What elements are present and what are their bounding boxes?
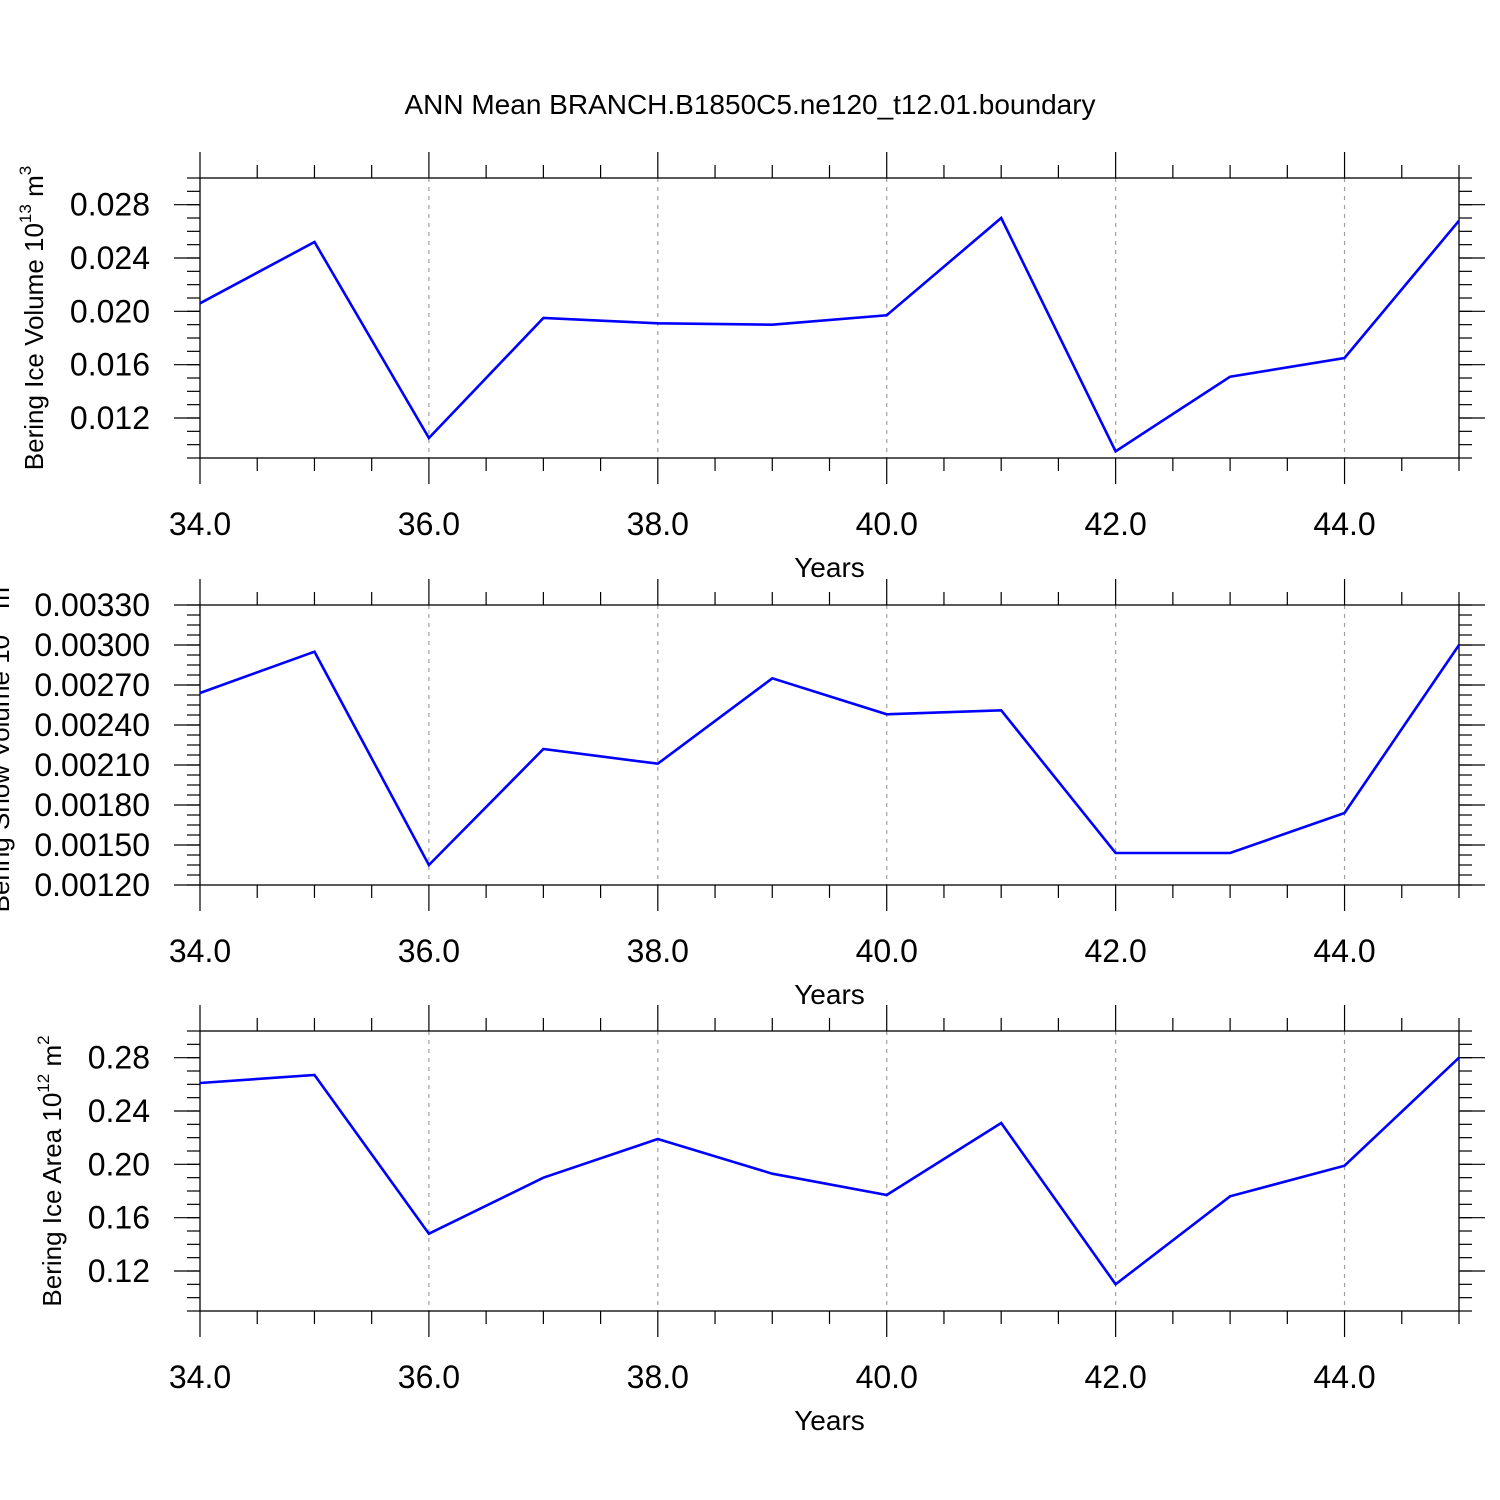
y-axis-label-part: m xyxy=(0,587,15,616)
x-tick-label: 38.0 xyxy=(627,933,689,969)
y-axis-label-part: 3 xyxy=(16,166,35,175)
y-tick-label: 0.00150 xyxy=(34,827,150,863)
y-axis-label-part: Bering Ice Volume 10 xyxy=(19,223,49,470)
plot-frame xyxy=(199,604,1460,886)
y-tick-label: 0.00300 xyxy=(34,627,150,663)
y-tick-label: 0.00180 xyxy=(34,787,150,823)
y-tick-label: 0.16 xyxy=(88,1200,150,1236)
y-tick-label: 0.024 xyxy=(70,240,150,276)
y-tick-label: 0.00270 xyxy=(34,667,150,703)
x-tick-label: 44.0 xyxy=(1313,506,1375,542)
series-line xyxy=(199,215,1460,454)
panels: 34.0 36.0 38.0 40.0 42.0 44.0 0.012 0.016 0.020 0… xyxy=(0,152,1485,1436)
y-tick-label: 0.00330 xyxy=(34,587,150,623)
x-tick-label: 36.0 xyxy=(398,506,460,542)
x-tick-label: 38.0 xyxy=(627,1359,689,1395)
y-tick-label: 0.020 xyxy=(70,293,150,329)
x-tick-label: 44.0 xyxy=(1313,1359,1375,1395)
x-tick-label: 44.0 xyxy=(1313,933,1375,969)
series-line xyxy=(199,644,1461,868)
chart-panel-3: 34.0 36.0 38.0 40.0 42.0 44.0 0.12 0.16 0.20 0.24… xyxy=(34,1005,1485,1436)
x-tick-label: 40.0 xyxy=(856,1359,918,1395)
y-axis-label-part: 12 xyxy=(34,1074,53,1093)
series-line xyxy=(199,1056,1460,1287)
x-tick-label: 34.0 xyxy=(169,1359,231,1395)
y-tick-label: 0.00120 xyxy=(34,867,150,903)
x-tick-label: 42.0 xyxy=(1084,1359,1146,1395)
x-tick-label: 40.0 xyxy=(856,506,918,542)
y-axis-label: Bering Ice Volume 1013 m3 xyxy=(16,166,49,470)
figure-title: ANN Mean BRANCH.B1850C5.ne120_t12.01.bou… xyxy=(404,89,1095,120)
y-axis-label-part: Bering Ice Area 10 xyxy=(37,1093,67,1307)
y-tick-label: 0.028 xyxy=(70,187,150,223)
y-axis-label-part: m xyxy=(19,175,49,204)
y-tick-label: 0.016 xyxy=(70,347,150,383)
x-tick-label: 34.0 xyxy=(169,506,231,542)
y-tick-label: 0.00240 xyxy=(34,707,150,743)
y-axis-label-part: 2 xyxy=(34,1035,53,1044)
plot-frame xyxy=(199,177,1460,459)
x-axis-label: Years xyxy=(794,1405,865,1436)
plot-frame xyxy=(199,1030,1460,1312)
x-tick-label: 40.0 xyxy=(856,933,918,969)
y-axis-label-part: Bering Snow Volume 10 xyxy=(0,635,15,913)
y-tick-label: 0.12 xyxy=(88,1253,150,1289)
y-tick-label: 0.00210 xyxy=(34,747,150,783)
y-axis-label-part: 3 xyxy=(0,578,1,587)
y-axis-label-part: 13 xyxy=(16,204,35,223)
chart-panel-2: 34.0 36.0 38.0 40.0 42.0 44.0 0.00120 0.00150 0.… xyxy=(0,578,1485,1010)
y-tick-label: 0.012 xyxy=(70,400,150,436)
x-tick-label: 36.0 xyxy=(398,933,460,969)
y-tick-label: 0.24 xyxy=(88,1093,150,1129)
chart-panel-1: 34.0 36.0 38.0 40.0 42.0 44.0 0.012 0.016 0.020 0… xyxy=(16,152,1485,583)
y-tick-label: 0.28 xyxy=(88,1040,150,1076)
y-tick-label: 0.20 xyxy=(88,1146,150,1182)
x-tick-label: 38.0 xyxy=(627,506,689,542)
y-axis-label-part: m xyxy=(37,1045,67,1074)
x-tick-label: 42.0 xyxy=(1084,933,1146,969)
y-axis-label: Bering Snow Volume 1013 m3 xyxy=(0,578,15,913)
x-axis-label: Years xyxy=(794,552,865,583)
x-tick-label: 42.0 xyxy=(1084,506,1146,542)
x-tick-label: 36.0 xyxy=(398,1359,460,1395)
x-axis-label: Years xyxy=(794,979,865,1010)
y-axis-label: Bering Ice Area 1012 m2 xyxy=(34,1035,67,1306)
x-tick-label: 34.0 xyxy=(169,933,231,969)
y-axis-label-part: 13 xyxy=(0,616,1,635)
